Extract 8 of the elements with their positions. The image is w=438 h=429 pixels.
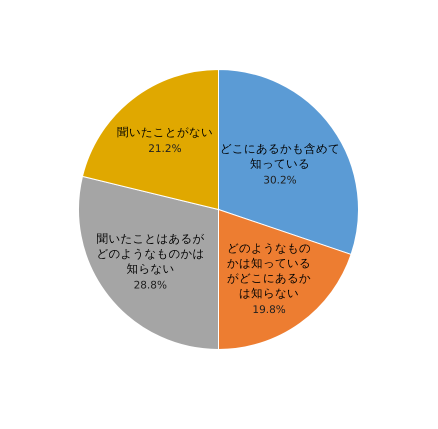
slice-label: 聞いたことはあるがどのようなものかは知らない (96, 232, 206, 276)
slice-label: 聞いたことがない (116, 124, 213, 139)
data-label: 30.2% (263, 174, 297, 186)
data-label: 28.8% (134, 280, 167, 292)
data-label: 19.8% (252, 304, 286, 316)
slice-label: どこにあるかも含めて知っている (220, 141, 340, 170)
slice-label: どのようなものかは知っているがどこにあるかは知らない (227, 241, 312, 300)
data-label: 21.2% (148, 142, 182, 155)
